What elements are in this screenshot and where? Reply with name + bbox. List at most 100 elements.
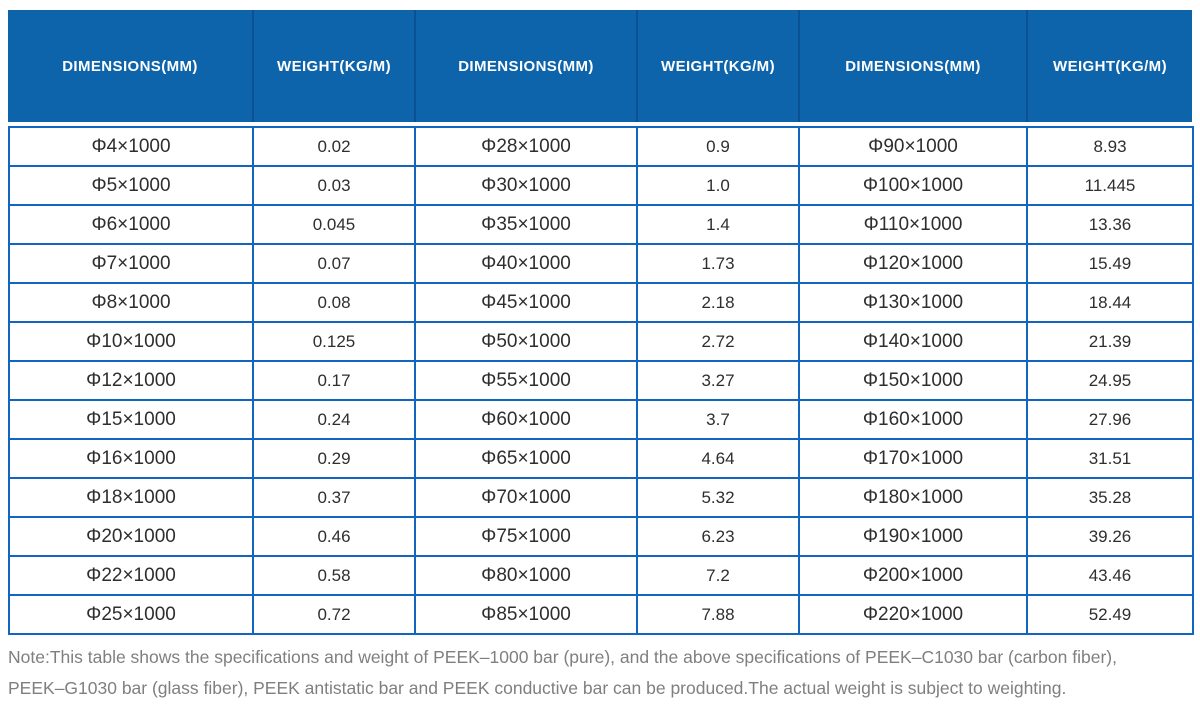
weight-cell: 8.93 bbox=[1026, 126, 1194, 167]
weight-cell: 7.88 bbox=[636, 594, 800, 635]
spec-table: DIMENSIONS(MM) WEIGHT(KG/M) DIMENSIONS(M… bbox=[8, 10, 1194, 635]
weight-cell: 7.2 bbox=[636, 555, 800, 596]
table-header-row: DIMENSIONS(MM) WEIGHT(KG/M) DIMENSIONS(M… bbox=[8, 10, 1192, 122]
weight-cell: 0.02 bbox=[252, 126, 416, 167]
dimension-cell: Φ45×1000 bbox=[414, 282, 638, 323]
weight-cell: 1.73 bbox=[636, 243, 800, 284]
weight-cell: 1.4 bbox=[636, 204, 800, 245]
dimension-cell: Φ100×1000 bbox=[798, 165, 1028, 206]
weight-cell: 21.39 bbox=[1026, 321, 1194, 362]
dimension-cell: Φ40×1000 bbox=[414, 243, 638, 284]
dimension-cell: Φ90×1000 bbox=[798, 126, 1028, 167]
table-body: Φ4×1000 0.02 Φ28×1000 0.9 Φ90×1000 8.93 Φ5×100… bbox=[8, 126, 1194, 635]
dimension-cell: Φ110×1000 bbox=[798, 204, 1028, 245]
weight-cell: 2.72 bbox=[636, 321, 800, 362]
weight-cell: 27.96 bbox=[1026, 399, 1194, 440]
weight-cell: 0.37 bbox=[252, 477, 416, 518]
dimension-cell: Φ85×1000 bbox=[414, 594, 638, 635]
dimension-cell: Φ30×1000 bbox=[414, 165, 638, 206]
table-row: Φ7×1000 0.07 Φ40×1000 1.73 Φ120×1000 15.49 bbox=[8, 243, 1194, 284]
dimension-cell: Φ12×1000 bbox=[8, 360, 254, 401]
weight-cell: 24.95 bbox=[1026, 360, 1194, 401]
table-row: Φ22×1000 0.58 Φ80×1000 7.2 Φ200×1000 43.46 bbox=[8, 555, 1194, 596]
table-row: Φ8×1000 0.08 Φ45×1000 2.18 Φ130×1000 18.44 bbox=[8, 282, 1194, 323]
table-row: Φ18×1000 0.37 Φ70×1000 5.32 Φ180×1000 35.28 bbox=[8, 477, 1194, 518]
weight-cell: 43.46 bbox=[1026, 555, 1194, 596]
column-header-weight-2: WEIGHT(KG/M) bbox=[636, 10, 798, 122]
column-header-dimensions-2: DIMENSIONS(MM) bbox=[414, 10, 636, 122]
weight-cell: 52.49 bbox=[1026, 594, 1194, 635]
weight-cell: 0.46 bbox=[252, 516, 416, 557]
weight-cell: 0.08 bbox=[252, 282, 416, 323]
dimension-cell: Φ18×1000 bbox=[8, 477, 254, 518]
weight-cell: 0.29 bbox=[252, 438, 416, 479]
dimension-cell: Φ120×1000 bbox=[798, 243, 1028, 284]
table-row: Φ10×1000 0.125 Φ50×1000 2.72 Φ140×1000 21.39 bbox=[8, 321, 1194, 362]
weight-cell: 1.0 bbox=[636, 165, 800, 206]
dimension-cell: Φ20×1000 bbox=[8, 516, 254, 557]
dimension-cell: Φ150×1000 bbox=[798, 360, 1028, 401]
note-line-2: PEEK–G1030 bar (glass fiber), PEEK antis… bbox=[8, 678, 1067, 698]
weight-cell: 0.045 bbox=[252, 204, 416, 245]
weight-cell: 0.58 bbox=[252, 555, 416, 596]
dimension-cell: Φ10×1000 bbox=[8, 321, 254, 362]
table-row: Φ16×1000 0.29 Φ65×1000 4.64 Φ170×1000 31.51 bbox=[8, 438, 1194, 479]
column-header-weight-3: WEIGHT(KG/M) bbox=[1026, 10, 1192, 122]
dimension-cell: Φ220×1000 bbox=[798, 594, 1028, 635]
dimension-cell: Φ65×1000 bbox=[414, 438, 638, 479]
dimension-cell: Φ190×1000 bbox=[798, 516, 1028, 557]
dimension-cell: Φ75×1000 bbox=[414, 516, 638, 557]
weight-cell: 5.32 bbox=[636, 477, 800, 518]
weight-cell: 39.26 bbox=[1026, 516, 1194, 557]
dimension-cell: Φ60×1000 bbox=[414, 399, 638, 440]
weight-cell: 11.445 bbox=[1026, 165, 1194, 206]
table-row: Φ25×1000 0.72 Φ85×1000 7.88 Φ220×1000 52.49 bbox=[8, 594, 1194, 635]
weight-cell: 18.44 bbox=[1026, 282, 1194, 323]
dimension-cell: Φ35×1000 bbox=[414, 204, 638, 245]
dimension-cell: Φ180×1000 bbox=[798, 477, 1028, 518]
weight-cell: 35.28 bbox=[1026, 477, 1194, 518]
weight-cell: 0.125 bbox=[252, 321, 416, 362]
dimension-cell: Φ4×1000 bbox=[8, 126, 254, 167]
weight-cell: 31.51 bbox=[1026, 438, 1194, 479]
dimension-cell: Φ80×1000 bbox=[414, 555, 638, 596]
dimension-cell: Φ28×1000 bbox=[414, 126, 638, 167]
table-row: Φ6×1000 0.045 Φ35×1000 1.4 Φ110×1000 13.36 bbox=[8, 204, 1194, 245]
dimension-cell: Φ50×1000 bbox=[414, 321, 638, 362]
dimension-cell: Φ6×1000 bbox=[8, 204, 254, 245]
weight-cell: 6.23 bbox=[636, 516, 800, 557]
dimension-cell: Φ22×1000 bbox=[8, 555, 254, 596]
dimension-cell: Φ170×1000 bbox=[798, 438, 1028, 479]
column-header-dimensions-1: DIMENSIONS(MM) bbox=[62, 57, 198, 75]
dimension-cell: Φ25×1000 bbox=[8, 594, 254, 635]
dimension-cell: Φ70×1000 bbox=[414, 477, 638, 518]
table-row: Φ15×1000 0.24 Φ60×1000 3.7 Φ160×1000 27.96 bbox=[8, 399, 1194, 440]
table-row: Φ4×1000 0.02 Φ28×1000 0.9 Φ90×1000 8.93 bbox=[8, 126, 1194, 167]
weight-cell: 13.36 bbox=[1026, 204, 1194, 245]
weight-cell: 3.7 bbox=[636, 399, 800, 440]
dimension-cell: Φ55×1000 bbox=[414, 360, 638, 401]
table-row: Φ20×1000 0.46 Φ75×1000 6.23 Φ190×1000 39.26 bbox=[8, 516, 1194, 557]
dimension-cell: Φ140×1000 bbox=[798, 321, 1028, 362]
dimension-cell: Φ15×1000 bbox=[8, 399, 254, 440]
weight-cell: 0.24 bbox=[252, 399, 416, 440]
dimension-cell: Φ130×1000 bbox=[798, 282, 1028, 323]
dimension-cell: Φ5×1000 bbox=[8, 165, 254, 206]
weight-cell: 0.07 bbox=[252, 243, 416, 284]
dimension-cell: Φ8×1000 bbox=[8, 282, 254, 323]
dimension-cell: Φ200×1000 bbox=[798, 555, 1028, 596]
weight-cell: 2.18 bbox=[636, 282, 800, 323]
weight-cell: 3.27 bbox=[636, 360, 800, 401]
weight-cell: 0.17 bbox=[252, 360, 416, 401]
weight-cell: 0.9 bbox=[636, 126, 800, 167]
dimension-cell: Φ16×1000 bbox=[8, 438, 254, 479]
weight-cell: 4.64 bbox=[636, 438, 800, 479]
table-note: Note:This table shows the specifications… bbox=[8, 642, 1192, 704]
note-line-1: Note:This table shows the specifications… bbox=[8, 647, 1117, 667]
weight-cell: 0.03 bbox=[252, 165, 416, 206]
column-header-dimensions-3: DIMENSIONS(MM) bbox=[798, 10, 1026, 122]
weight-cell: 15.49 bbox=[1026, 243, 1194, 284]
table-row: Φ12×1000 0.17 Φ55×1000 3.27 Φ150×1000 24.95 bbox=[8, 360, 1194, 401]
dimension-cell: Φ160×1000 bbox=[798, 399, 1028, 440]
